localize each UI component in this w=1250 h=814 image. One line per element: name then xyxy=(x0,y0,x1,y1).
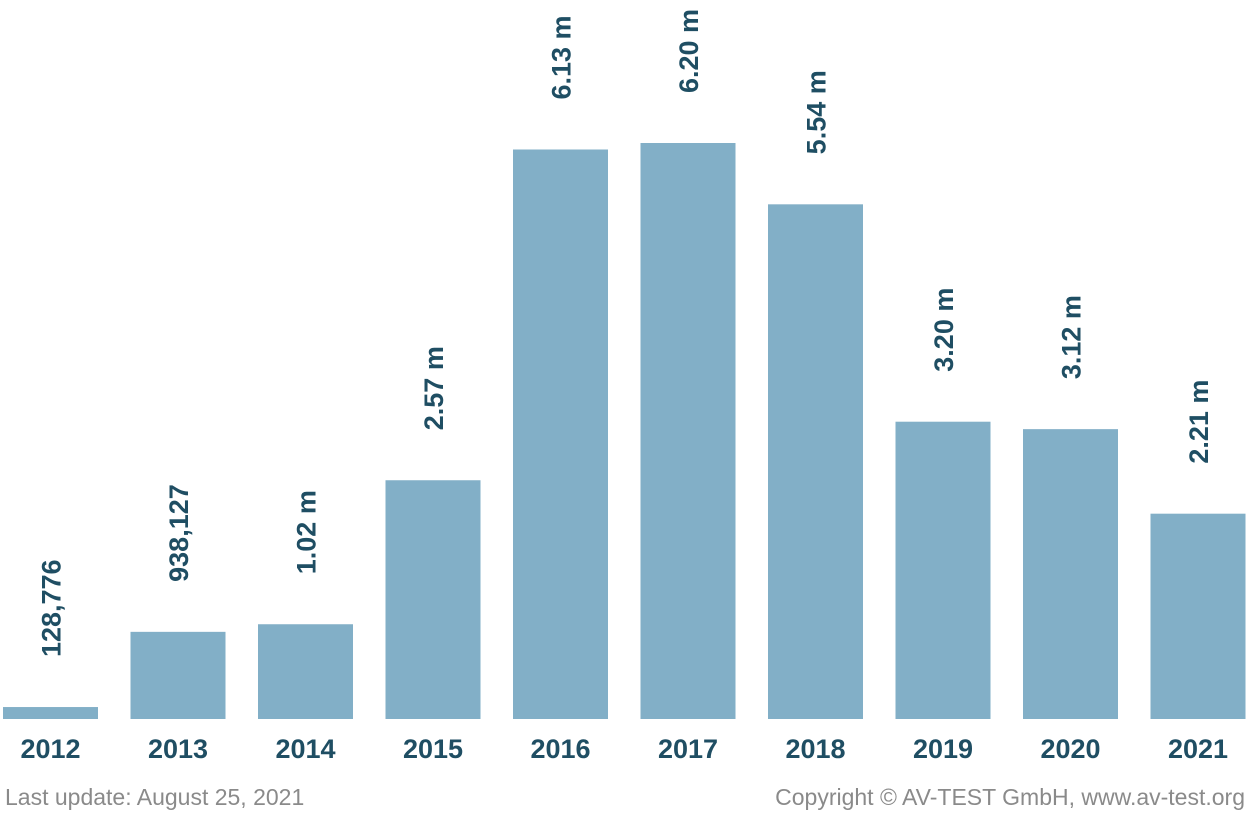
bar xyxy=(768,204,863,719)
value-label: 6.13 m xyxy=(547,15,577,99)
x-tick-label: 2019 xyxy=(913,734,973,764)
bar xyxy=(513,149,608,719)
x-tick-label: 2020 xyxy=(1040,734,1100,764)
bar xyxy=(3,707,98,719)
bar xyxy=(895,421,991,719)
x-tick-label: 2015 xyxy=(403,734,463,764)
x-tick-label: 2021 xyxy=(1168,734,1228,764)
x-tick-label: 2017 xyxy=(658,734,718,764)
x-tick-label: 2014 xyxy=(275,734,335,764)
x-tick-label: 2018 xyxy=(785,734,845,764)
bar xyxy=(385,480,481,719)
bar xyxy=(1023,429,1118,719)
bar xyxy=(130,631,226,719)
bar xyxy=(1150,513,1246,719)
value-label: 128,776 xyxy=(37,559,67,657)
value-label: 3.20 m xyxy=(929,288,959,372)
x-tick-label: 2012 xyxy=(20,734,80,764)
value-label: 2.21 m xyxy=(1184,380,1214,464)
value-label: 6.20 m xyxy=(674,9,704,93)
value-label: 3.12 m xyxy=(1057,295,1087,379)
footer-update: Last update: August 25, 2021 xyxy=(5,784,304,810)
value-label: 2.57 m xyxy=(419,346,449,430)
bar xyxy=(258,624,353,719)
bar xyxy=(640,143,736,719)
footer-copyright: Copyright © AV-TEST GmbH, www.av-test.or… xyxy=(775,784,1245,810)
x-tick-label: 2013 xyxy=(148,734,208,764)
value-label: 1.02 m xyxy=(292,490,322,574)
value-label: 938,127 xyxy=(164,484,194,582)
value-label: 5.54 m xyxy=(802,70,832,154)
x-tick-label: 2016 xyxy=(530,734,590,764)
